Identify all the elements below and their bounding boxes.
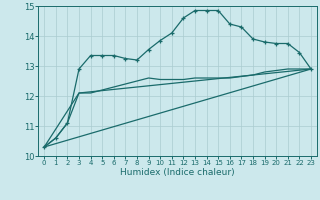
X-axis label: Humidex (Indice chaleur): Humidex (Indice chaleur) <box>120 168 235 177</box>
